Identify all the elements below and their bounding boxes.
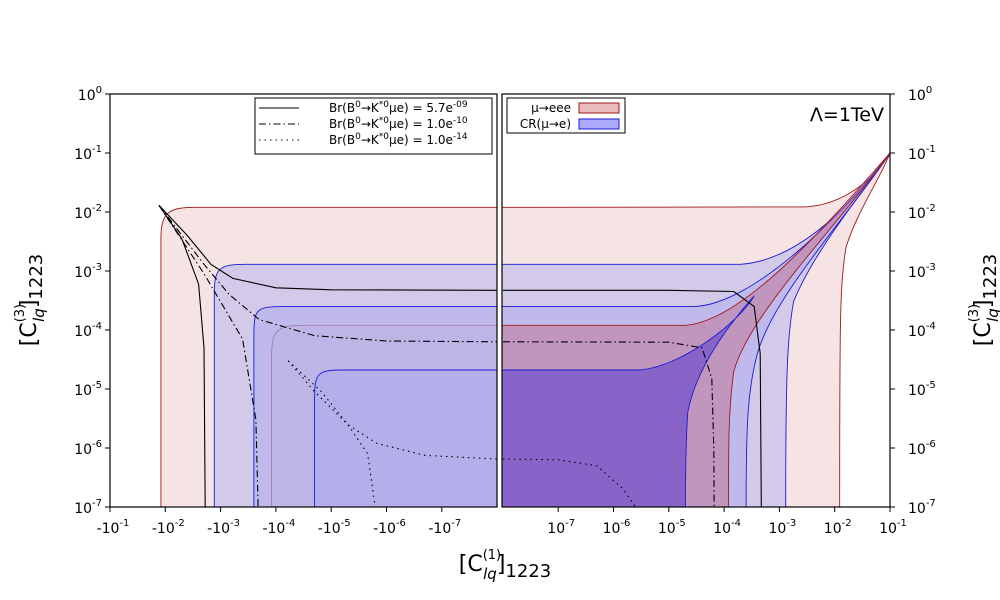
x-tick-label: -10-1 xyxy=(97,518,130,537)
y-tick-label-right: 10-1 xyxy=(908,144,936,163)
y-tick-label-right: 10-2 xyxy=(908,203,936,222)
y-axis-left: 100 10-1 10-2 10-3 10-4 10-5 10-6 10-7 xyxy=(74,85,110,517)
legend-label: Br(B0→K*0μe) = 5.7e-09 xyxy=(329,100,468,115)
x-axis: -10-1 -10-2 -10-3 -10-4 -10-5 -10-6 -10-7 10-7 1… xyxy=(97,507,907,537)
x-tick-label: 10-4 xyxy=(713,518,741,537)
region-legend-swatch xyxy=(578,102,620,114)
x-axis-label: [C(1) lq]1223 xyxy=(459,548,551,583)
y-tick-label-left: 10-1 xyxy=(74,144,102,163)
y-tick-label-right: 10-3 xyxy=(908,262,936,281)
br-line-2-left-upper xyxy=(287,360,497,460)
br-line-0-right xyxy=(502,289,762,507)
y-axis-label-right: [C(3) lq]1223 xyxy=(967,254,1000,346)
left-panel-regions xyxy=(160,206,497,507)
legend-label: Br(B0→K*0μe) = 1.0e-14 xyxy=(329,132,468,147)
axis-label-text: [C(3) lq]1223 xyxy=(13,254,48,346)
x-tick-label: 10-3 xyxy=(768,518,796,537)
y-axis-label-left: [C(3) lq]1223 xyxy=(13,254,48,346)
x-tick-label: -10-3 xyxy=(207,518,240,537)
y-tick-label-right: 100 xyxy=(908,85,932,104)
y-tick-label-right: 10-6 xyxy=(908,439,936,458)
y-tick-label-left: 10-2 xyxy=(74,203,102,222)
y-tick-label-right: 10-5 xyxy=(908,380,936,399)
region-legend-swatch xyxy=(578,118,620,130)
x-tick-label: 10-1 xyxy=(879,518,907,537)
right-panel-regions xyxy=(502,152,890,507)
region-band-4-right xyxy=(502,295,755,507)
x-tick-label: -10-6 xyxy=(373,518,406,537)
y-tick-label-left: 10-7 xyxy=(74,498,102,517)
y-tick-label-left: 100 xyxy=(78,85,102,104)
scale-annotation: Λ=1TeV xyxy=(810,104,884,126)
x-tick-label: 10-7 xyxy=(547,518,575,537)
x-tick-label: 10-2 xyxy=(824,518,852,537)
region-0-band-0-left xyxy=(160,206,497,507)
y-tick-label-left: 10-6 xyxy=(74,439,102,458)
br-line-1-left-branch xyxy=(158,204,259,507)
x-tick-label: -10-4 xyxy=(262,518,295,537)
left-panel-lines xyxy=(158,204,497,507)
axis-label-text: [C(1) lq]1223 xyxy=(459,548,551,583)
region-legend-label: μ→eee xyxy=(531,101,571,115)
legend-label: Br(B0→K*0μe) = 1.0e-10 xyxy=(329,116,468,131)
x-tick-label: -10-7 xyxy=(428,518,461,537)
br-line-2-right xyxy=(502,458,636,507)
region-legend: μ→eee CR(μ→e) xyxy=(506,97,626,134)
right-panel-frame xyxy=(501,93,891,508)
legend-box xyxy=(254,97,493,155)
br-line-1-right xyxy=(502,341,715,507)
right-panel-lines xyxy=(502,289,762,507)
br-line-0-left-branch xyxy=(158,204,206,507)
x-tick-label: 10-6 xyxy=(603,518,631,537)
y-tick-label-left: 10-5 xyxy=(74,380,102,399)
y-tick-label-right: 10-7 xyxy=(908,498,936,517)
br-line-0-left-upper xyxy=(158,204,497,291)
y-tick-label-left: 10-3 xyxy=(74,262,102,281)
region-1-band-2-left xyxy=(314,369,497,507)
region-legend-label: CR(μ→e) xyxy=(520,117,571,131)
left-panel-frame xyxy=(109,93,498,508)
y-tick-label-right: 10-4 xyxy=(908,321,936,340)
y-axis-right: 100 10-1 10-2 10-3 10-4 10-5 10-6 10-7 xyxy=(890,85,936,517)
br-line-1-left-upper xyxy=(158,204,497,343)
x-tick-label: -10-2 xyxy=(152,518,185,537)
x-tick-label: 10-5 xyxy=(658,518,686,537)
y-tick-label-left: 10-4 xyxy=(74,321,102,340)
axis-label-text: [C(3) lq]1223 xyxy=(967,254,1000,346)
x-tick-label: -10-5 xyxy=(318,518,351,537)
